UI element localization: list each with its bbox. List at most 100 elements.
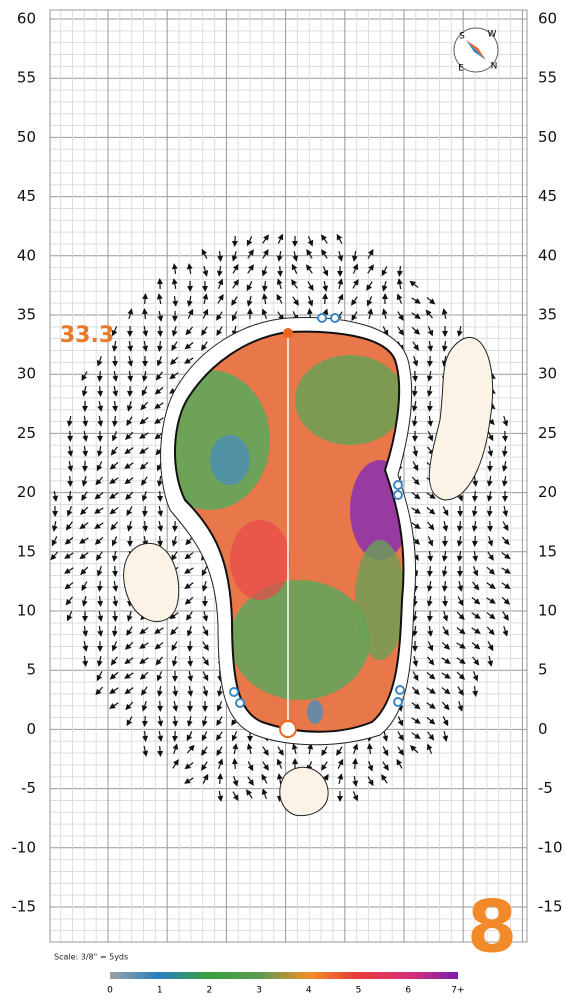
y-label: -5 bbox=[21, 779, 36, 797]
slope-arrow bbox=[458, 687, 462, 694]
y-label: 0 bbox=[538, 720, 548, 738]
slope-arrow bbox=[144, 341, 145, 349]
slope-arrow bbox=[444, 566, 446, 574]
slope-arrow bbox=[412, 703, 418, 708]
slope-arrow bbox=[99, 416, 100, 424]
slope-arrow bbox=[159, 311, 161, 319]
slope-arrow bbox=[339, 281, 341, 289]
slope-arrow bbox=[487, 598, 494, 602]
y-label: 40 bbox=[538, 246, 557, 264]
slope-arrow bbox=[264, 791, 267, 799]
slope-arrow bbox=[114, 641, 117, 648]
slope-arrow bbox=[444, 731, 446, 739]
slope-arrow bbox=[144, 701, 147, 709]
slope-arrow bbox=[203, 776, 207, 783]
slope-arrow bbox=[145, 521, 146, 529]
slope-arrow bbox=[82, 553, 88, 558]
slope-arrow bbox=[443, 506, 447, 513]
slope-arrow bbox=[112, 522, 117, 528]
slope-arrow bbox=[487, 627, 492, 633]
slope-arrow bbox=[504, 506, 506, 514]
slope-arrow bbox=[398, 747, 403, 754]
slope-arrow bbox=[457, 612, 462, 618]
slope-arrow bbox=[218, 732, 223, 739]
slope-arrow bbox=[82, 507, 88, 513]
slope-arrow bbox=[428, 641, 431, 648]
legend-label: 5 bbox=[356, 986, 362, 996]
slope-arrow bbox=[100, 596, 101, 604]
slope-arrow bbox=[504, 476, 505, 484]
slope-arrow bbox=[504, 626, 506, 634]
slope-arrow bbox=[203, 327, 207, 334]
slope-arrow bbox=[114, 596, 116, 604]
slope-arrow bbox=[443, 627, 447, 634]
tee-point bbox=[280, 721, 296, 737]
slope-arrow bbox=[398, 327, 403, 334]
slope-arrow bbox=[400, 266, 401, 274]
slope-arrow bbox=[115, 416, 116, 424]
y-label: -10 bbox=[538, 838, 563, 856]
slope-arrow bbox=[114, 371, 115, 379]
y-label: 20 bbox=[538, 483, 557, 501]
slope-arrow bbox=[187, 597, 193, 602]
slope-arrow bbox=[442, 688, 448, 693]
y-label: 35 bbox=[17, 306, 36, 324]
slope-arrow bbox=[325, 296, 326, 304]
slope-arrow bbox=[187, 568, 194, 572]
slope-arrow bbox=[504, 461, 506, 469]
hole-number: 8 bbox=[467, 885, 517, 969]
y-label: 30 bbox=[17, 365, 36, 383]
slope-arrow bbox=[129, 341, 130, 349]
slope-arrow bbox=[293, 297, 297, 304]
slope-arrow bbox=[204, 686, 206, 694]
slope-arrow bbox=[459, 701, 461, 709]
compass-label: N bbox=[491, 62, 498, 72]
slope-arrow bbox=[145, 311, 146, 319]
slope-arrow bbox=[112, 462, 118, 467]
slope-arrow bbox=[145, 296, 146, 304]
slope-arrow bbox=[203, 342, 207, 349]
slope-arrow bbox=[489, 446, 491, 454]
y-label: 35 bbox=[538, 306, 557, 324]
slope-arrow bbox=[502, 568, 509, 572]
slope-arrow bbox=[412, 508, 419, 512]
slope-arrow bbox=[99, 446, 101, 454]
slope-arrow bbox=[174, 701, 176, 709]
slope-arrow bbox=[127, 463, 134, 467]
slope-arrow bbox=[188, 612, 192, 619]
slope-arrow bbox=[99, 566, 102, 574]
slope-arrow bbox=[459, 536, 461, 544]
slope-arrow bbox=[98, 552, 103, 559]
slope-arrow bbox=[442, 673, 449, 677]
slope-arrow bbox=[457, 628, 463, 633]
slope-arrow bbox=[187, 553, 193, 558]
slope-arrow bbox=[355, 761, 356, 769]
slope-arrow bbox=[52, 552, 57, 558]
slope-arrow bbox=[82, 567, 88, 573]
slope-arrow bbox=[458, 596, 462, 603]
slope-arrow bbox=[99, 626, 100, 634]
slope-arrow bbox=[97, 523, 104, 528]
slope-arrow bbox=[174, 281, 176, 289]
slope-arrow bbox=[412, 718, 419, 722]
slope-arrow bbox=[144, 371, 146, 379]
legend-label: 7+ bbox=[451, 986, 464, 996]
slope-arrow bbox=[218, 297, 222, 304]
legend-label: 4 bbox=[306, 986, 312, 996]
y-label: 60 bbox=[538, 10, 557, 28]
slope-arrow bbox=[82, 523, 88, 528]
slope-arrow bbox=[263, 747, 267, 754]
slope-arrow bbox=[428, 447, 433, 453]
slope-arrow bbox=[279, 251, 281, 259]
y-label: 45 bbox=[538, 187, 557, 205]
slope-arrow bbox=[99, 611, 101, 619]
slope-arrow bbox=[429, 341, 430, 349]
scale-note: Scale: 3/8" = 5yds bbox=[54, 953, 128, 962]
slope-arrow bbox=[263, 777, 267, 784]
y-label: -5 bbox=[538, 779, 553, 797]
slope-arrow bbox=[278, 297, 282, 304]
slope-arrow bbox=[142, 448, 149, 453]
slope-arrow bbox=[159, 731, 160, 739]
slope-arrow bbox=[187, 747, 192, 753]
slope-arrow bbox=[412, 523, 419, 528]
